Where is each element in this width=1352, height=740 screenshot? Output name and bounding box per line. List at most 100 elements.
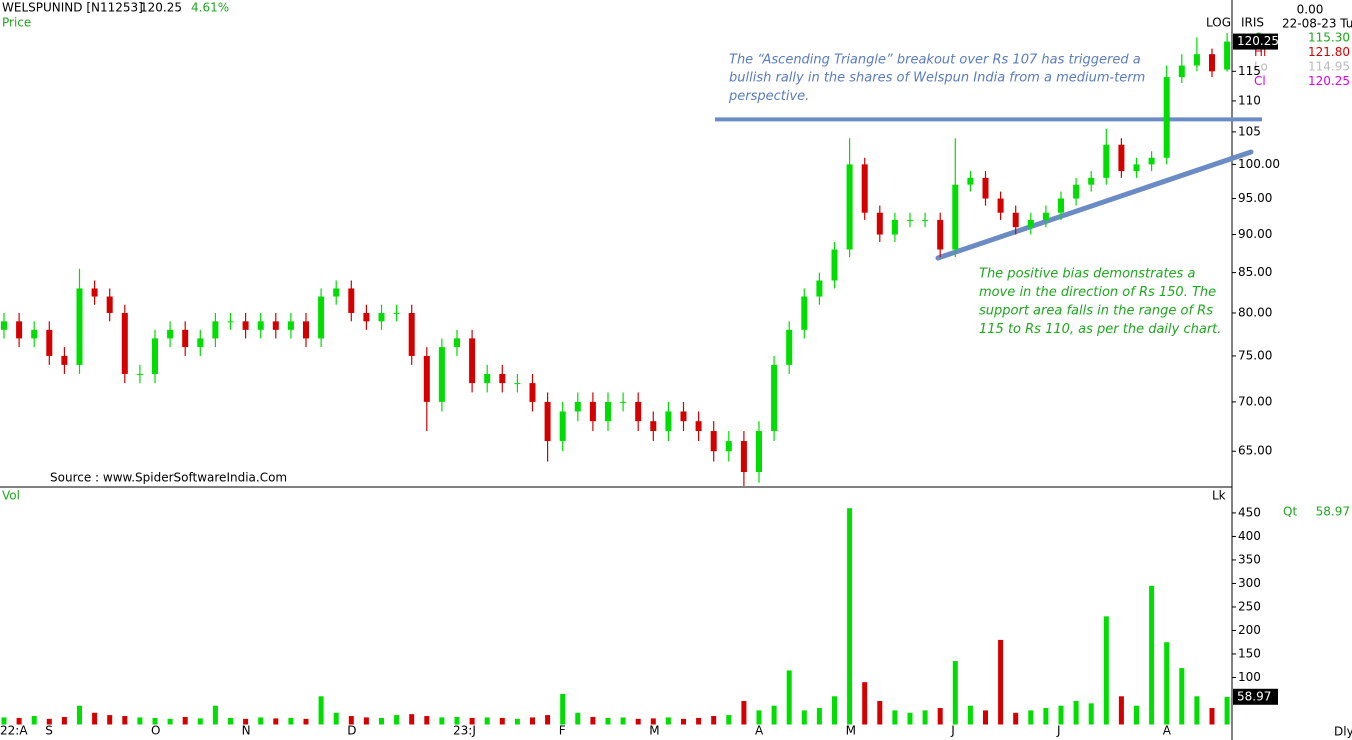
candle-body: [1163, 77, 1170, 158]
date: 22-08-23 Tu: [1282, 17, 1352, 31]
period: Dly: [1334, 725, 1352, 739]
volume-bar: [152, 717, 158, 725]
candle-body: [484, 373, 491, 384]
volume-bar: [983, 710, 988, 725]
volume-bar: [273, 718, 279, 725]
candle-body: [1, 321, 7, 330]
y-tick-label: 115: [1238, 64, 1261, 78]
volume-bar: [620, 717, 626, 725]
volume-bar: [605, 717, 611, 725]
volume-bar: [816, 708, 822, 725]
volume-bar: [107, 715, 113, 725]
candle-body: [1103, 144, 1110, 178]
candle-body: [152, 338, 158, 374]
volume-bar: [862, 682, 868, 725]
candle-body: [620, 401, 627, 403]
volume-bar: [756, 710, 762, 725]
candle-body: [907, 219, 913, 221]
candle-body: [499, 373, 506, 384]
volume-bar: [31, 716, 37, 725]
y-tick-label: 110: [1238, 93, 1261, 107]
candle-body: [1012, 212, 1019, 228]
volume-bar: [635, 718, 641, 725]
volume-bar: [1043, 708, 1049, 725]
qt-label: Qt: [1283, 505, 1297, 519]
candle-body: [816, 280, 823, 297]
candle-body: [272, 321, 279, 330]
y-tick-label: 95.00: [1238, 191, 1272, 205]
volume-bar: [832, 696, 837, 725]
last-price: 120.25: [140, 1, 182, 15]
volume-bar: [1103, 616, 1109, 725]
candle-body: [831, 249, 838, 281]
candle-body: [1224, 41, 1231, 70]
volume-bar: [1194, 696, 1200, 725]
candle-body: [212, 321, 219, 339]
volume-bar: [1058, 705, 1064, 725]
x-tick-label: 22:A: [0, 724, 28, 738]
volume-bar: [1224, 696, 1230, 725]
candle-body: [801, 296, 808, 330]
candle-body: [242, 321, 249, 330]
x-tick-label: N: [242, 724, 251, 738]
candle-body: [1027, 219, 1034, 228]
volume-bar: [348, 716, 354, 725]
candle-body: [876, 212, 883, 235]
candle-body: [31, 329, 38, 339]
x-tick-label: M: [846, 724, 856, 738]
candle-body: [378, 312, 385, 322]
volume-bar: [952, 661, 958, 725]
price-tag: 120.25: [1237, 34, 1279, 48]
volume-bar: [726, 715, 732, 725]
y-tick-label: 85.00: [1238, 265, 1272, 279]
volume-bar: [741, 700, 747, 725]
candle-body: [1193, 54, 1200, 66]
volume-bar: [409, 714, 415, 725]
candle-body: [1178, 65, 1185, 78]
volume-bar: [1013, 712, 1019, 725]
volume-bar: [711, 716, 717, 725]
candle-body: [136, 373, 143, 375]
volume-bar: [801, 710, 807, 725]
candle-body: [106, 296, 113, 313]
candle-body: [952, 184, 959, 250]
candle-body: [529, 383, 536, 402]
volume-bar: [92, 712, 98, 725]
ohlc-label: Lo: [1254, 60, 1268, 74]
volume-bar: [212, 705, 218, 725]
volume-bar: [363, 717, 369, 725]
x-tick-label: A: [1163, 724, 1172, 738]
candle-body: [680, 411, 687, 422]
candle-body: [227, 321, 234, 323]
volume-bar: [469, 717, 475, 725]
indicator-label: IRIS: [1241, 16, 1264, 30]
volume-bar: [1088, 703, 1094, 725]
candle-body: [167, 329, 174, 339]
change: 4.61%: [191, 1, 229, 15]
candle-body: [559, 411, 566, 442]
candle-body: [393, 312, 400, 314]
candle-body: [454, 338, 460, 348]
volume-bar: [1164, 642, 1170, 725]
candle-body: [574, 401, 581, 412]
candle-body: [740, 441, 747, 473]
volume-bar: [484, 717, 490, 725]
volume-bar: [696, 717, 702, 725]
volume-bar: [77, 705, 82, 725]
volume-tick-label: 450: [1238, 505, 1261, 519]
candle-body: [1209, 54, 1215, 72]
trend-line: [935, 149, 1254, 261]
volume-bar: [1134, 705, 1139, 725]
candle-body: [1133, 164, 1140, 172]
candle-body: [861, 164, 868, 213]
candle-body: [333, 288, 340, 297]
candle-body: [61, 355, 68, 365]
volume-tag: 58.97: [1237, 689, 1271, 703]
candle-body: [665, 411, 672, 432]
volume-bar: [877, 700, 883, 725]
volume-bar: [46, 718, 52, 725]
candle-body: [771, 364, 778, 432]
y-tick-label: 105: [1238, 124, 1261, 138]
price-tag-box: [1233, 33, 1278, 50]
